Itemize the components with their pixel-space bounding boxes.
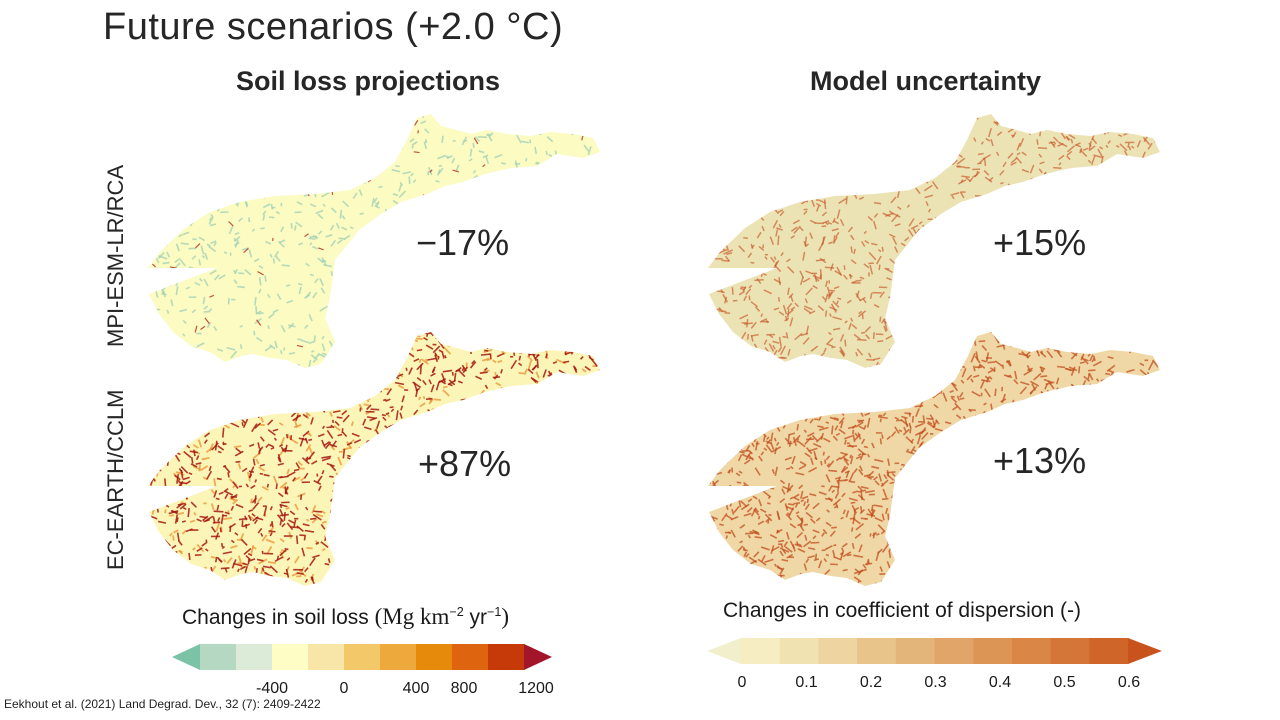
colorbar-swatch: [1011, 638, 1052, 664]
colorbar-swatch: [380, 644, 417, 670]
soil-loss-colorbar: [172, 644, 552, 670]
colorbar-swatch: [779, 638, 819, 664]
colorbar-tick-label: 0: [339, 680, 349, 697]
colorbar-swatch: [416, 644, 453, 670]
colorbar-tick-label: 1200: [518, 680, 554, 697]
basin-area: [148, 332, 600, 586]
citation: Eekhout et al. (2021) Land Degrad. Dev.,…: [4, 697, 321, 711]
soil-loss-change-mpi: −17%: [416, 222, 510, 263]
uncertainty-change-ec-earth: +13%: [993, 440, 1087, 481]
colorbar-tick-label: 0.4: [988, 674, 1012, 691]
row-label-mpi: MPI-ESM-LR/RCA: [103, 164, 128, 347]
colorbar-swatch: [857, 638, 897, 664]
soil-loss-legend-title: Changes in soil loss (Mg km−2 yr−1): [182, 604, 510, 629]
basin-area: [708, 114, 1160, 368]
colorbar-swatch: [452, 644, 489, 670]
colorbar-swatch: [741, 638, 781, 664]
soil-loss-change-ec-earth: +87%: [418, 443, 512, 484]
dispersion-colorbar: [707, 638, 1162, 664]
colorbar-tick-label: 0.6: [1117, 674, 1141, 691]
uncertainty-map-mpi: [708, 114, 1160, 368]
colorbar-tick-label: 0: [737, 674, 747, 691]
colorbar-swatch: [488, 644, 525, 670]
basin-area: [148, 114, 600, 368]
colorbar-swatch: [344, 644, 381, 670]
colorbar-swatch: [934, 638, 974, 664]
basin-area: [708, 332, 1160, 586]
colorbar-tick-label: 0.2: [859, 674, 883, 691]
colorbar-high-arrow: [1128, 638, 1162, 664]
row-label-ec-earth: EC-EARTH/CCLM: [103, 389, 128, 570]
colorbar-swatch: [308, 644, 345, 670]
uncertainty-change-mpi: +15%: [993, 222, 1087, 263]
colorbar-tick-label: -400: [255, 680, 289, 697]
slide-title: Future scenarios (+2.0 °C): [103, 6, 564, 48]
colorbar-low-arrow: [707, 638, 741, 664]
colorbar-swatch: [818, 638, 858, 664]
colorbar-swatch: [236, 644, 273, 670]
colorbar-swatch: [200, 644, 237, 670]
dispersion-legend-title: Changes in coefficient of dispersion (-): [723, 599, 1081, 622]
colorbar-low-arrow: [172, 644, 200, 670]
column-title-model-uncertainty: Model uncertainty: [810, 66, 1042, 96]
colorbar-tick-label: 0.3: [924, 674, 947, 691]
colorbar-tick-label: 400: [402, 680, 430, 697]
colorbar-swatch: [1050, 638, 1090, 664]
colorbar-swatch: [895, 638, 935, 664]
colorbar-tick-label: 0.1: [795, 674, 818, 691]
colorbar-swatch: [272, 644, 309, 670]
colorbar-high-arrow: [524, 644, 552, 670]
soil-loss-map-ec-earth: [148, 332, 600, 586]
uncertainty-map-ec-earth: [708, 332, 1160, 586]
colorbar-tick-label: 800: [450, 680, 478, 697]
column-title-soil-loss: Soil loss projections: [236, 66, 501, 96]
colorbar-tick-label: 0.5: [1053, 674, 1076, 691]
colorbar-swatch: [973, 638, 1013, 664]
colorbar-swatch: [1089, 638, 1129, 664]
